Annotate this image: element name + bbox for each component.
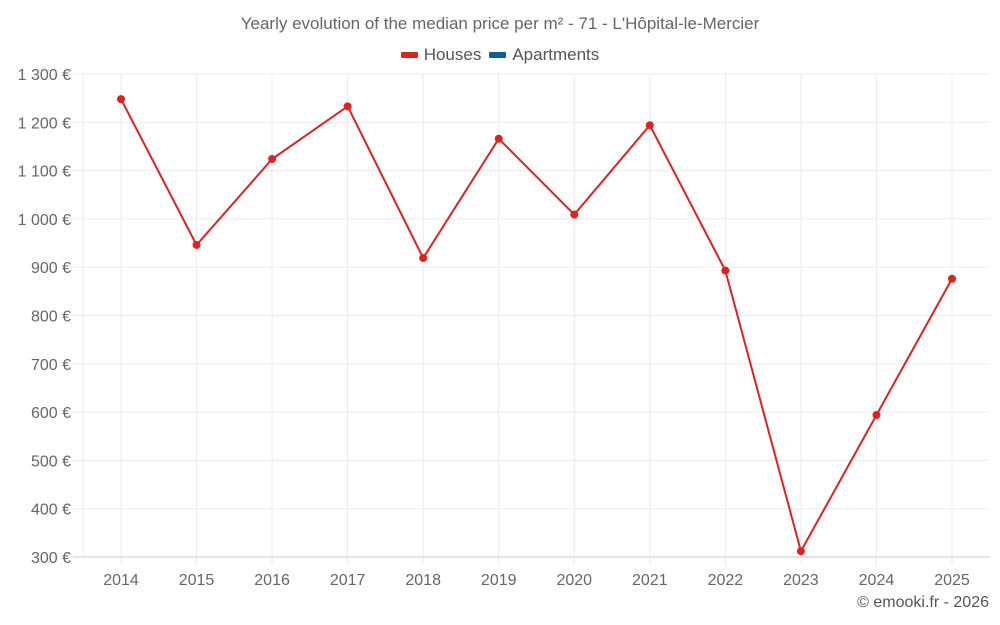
houses-swatch-icon: [400, 52, 418, 58]
y-tick-label: 500 €: [31, 453, 71, 470]
legend: Houses Apartments: [0, 45, 1000, 65]
data-point[interactable]: [494, 134, 503, 143]
y-tick-label: 1 000 €: [18, 212, 71, 229]
series-houses[interactable]: [117, 95, 956, 556]
data-point[interactable]: [872, 410, 881, 419]
y-tick-label: 1 300 €: [18, 67, 71, 84]
x-tick-label: 2020: [556, 572, 592, 589]
apartments-swatch-icon: [489, 52, 507, 58]
data-point[interactable]: [343, 102, 352, 111]
x-tick-label: 2017: [330, 572, 366, 589]
data-point[interactable]: [570, 210, 579, 219]
x-tick-label: 2025: [934, 572, 970, 589]
data-point[interactable]: [192, 240, 201, 249]
data-point[interactable]: [117, 95, 125, 104]
chart-title: Yearly evolution of the median price per…: [240, 14, 760, 33]
x-tick-label: 2021: [632, 572, 668, 589]
y-tick-label: 700 €: [31, 357, 71, 374]
gridlines: [73, 73, 990, 565]
x-tick-label: 2022: [708, 572, 744, 589]
y-tick-label: 1 100 €: [18, 164, 71, 181]
y-tick-label: 400 €: [31, 502, 71, 519]
legend-label-apartments: Apartments: [512, 45, 600, 64]
x-tick-label: 2023: [783, 572, 819, 589]
credits: © emooki.fr - 2026: [857, 594, 989, 611]
x-tick-label: 2024: [859, 572, 895, 589]
y-tick-label: 600 €: [31, 405, 71, 422]
legend-item-houses[interactable]: Houses: [400, 45, 482, 65]
data-point[interactable]: [721, 266, 730, 275]
data-point[interactable]: [948, 274, 956, 283]
legend-label-houses: Houses: [423, 45, 482, 64]
x-tick-label: 2016: [254, 572, 290, 589]
data-point[interactable]: [796, 547, 805, 556]
data-point[interactable]: [419, 254, 428, 263]
legend-item-apartments[interactable]: Apartments: [489, 45, 599, 65]
y-axis: 300 € 400 € 500 € 600 € 700 € 800 € 900 € 1 000…: [18, 67, 71, 567]
data-point[interactable]: [268, 155, 277, 164]
x-tick-label: 2019: [481, 572, 517, 589]
x-tick-label: 2015: [179, 572, 215, 589]
y-tick-label: 800 €: [31, 309, 71, 326]
x-tick-label: 2018: [405, 572, 441, 589]
y-tick-label: 300 €: [31, 550, 71, 567]
x-tick-label: 2014: [103, 572, 139, 589]
x-axis: 2014 2015 2016 2017 2018 2019 2020 2021 2022 2023…: [103, 572, 970, 589]
data-point[interactable]: [645, 121, 654, 130]
y-tick-label: 900 €: [31, 260, 71, 277]
y-tick-label: 1 200 €: [18, 115, 71, 132]
